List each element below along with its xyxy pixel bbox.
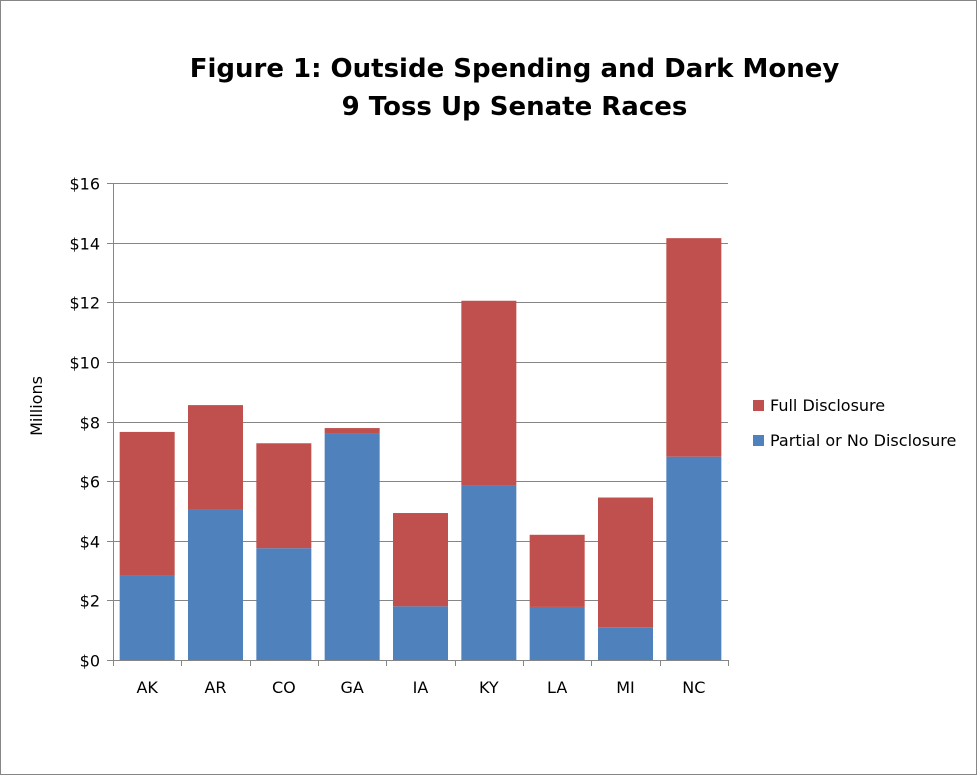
x-tick-label: MI bbox=[616, 678, 635, 697]
y-tick-label: $8 bbox=[80, 414, 100, 433]
bar-full-disclosure-co bbox=[256, 443, 312, 549]
bars bbox=[119, 238, 722, 660]
x-tick-label: NC bbox=[682, 678, 705, 697]
bar-full-disclosure-ak bbox=[119, 431, 175, 576]
bar-full-disclosure-nc bbox=[666, 238, 722, 457]
x-tick-label: KY bbox=[479, 678, 499, 697]
x-tick-label: GA bbox=[340, 678, 363, 697]
bar-partial-or-no-disclosure-la bbox=[529, 606, 585, 660]
bar-partial-or-no-disclosure-ky bbox=[461, 485, 517, 660]
bar-partial-or-no-disclosure-ak bbox=[119, 575, 175, 660]
bar-full-disclosure-ia bbox=[393, 513, 448, 607]
y-tick-label: $2 bbox=[80, 592, 100, 611]
bar-full-disclosure-ar bbox=[188, 405, 243, 510]
y-tick-labels: $0 $2 $4 $6 $8 $10 $12 $14 $16 bbox=[69, 175, 100, 671]
axes bbox=[107, 183, 729, 666]
bar-partial-or-no-disclosure-nc bbox=[666, 456, 722, 660]
y-tick-label: $6 bbox=[80, 473, 100, 492]
legend-label: Full Disclosure bbox=[770, 396, 885, 415]
bar-full-disclosure-ga bbox=[324, 428, 380, 434]
bar-full-disclosure-la bbox=[529, 534, 585, 607]
x-tick-label: IA bbox=[413, 678, 429, 697]
y-tick-label: $4 bbox=[80, 533, 100, 552]
bar-partial-or-no-disclosure-ga bbox=[324, 433, 380, 660]
bar-partial-or-no-disclosure-ar bbox=[188, 509, 243, 660]
chart-title: Figure 1: Outside Spending and Dark Mone… bbox=[189, 54, 840, 84]
legend-swatch bbox=[753, 400, 764, 411]
x-tick-labels: AK AR CO GA IA KY LA MI NC bbox=[136, 678, 705, 697]
y-tick-label: $14 bbox=[69, 235, 100, 254]
x-tick-label: CO bbox=[272, 678, 296, 697]
x-tick-label: LA bbox=[547, 678, 567, 697]
bar-partial-or-no-disclosure-mi bbox=[598, 627, 653, 660]
x-tick-label: AR bbox=[204, 678, 226, 697]
legend: Full Disclosure Partial or No Disclosure bbox=[753, 396, 956, 450]
y-tick-label: $12 bbox=[69, 294, 100, 313]
legend-label: Partial or No Disclosure bbox=[770, 431, 956, 450]
y-tick-label: $0 bbox=[80, 652, 100, 671]
bar-full-disclosure-mi bbox=[598, 497, 653, 628]
y-tick-label: $16 bbox=[69, 175, 100, 194]
chart-subtitle: 9 Toss Up Senate Races bbox=[341, 92, 688, 122]
y-tick-label: $10 bbox=[69, 354, 100, 373]
bar-partial-or-no-disclosure-ia bbox=[393, 606, 448, 660]
x-tick-label: AK bbox=[136, 678, 158, 697]
legend-swatch bbox=[753, 435, 764, 446]
bar-partial-or-no-disclosure-co bbox=[256, 548, 312, 660]
bar-full-disclosure-ky bbox=[461, 300, 517, 486]
y-axis-label: Millions bbox=[27, 376, 46, 436]
